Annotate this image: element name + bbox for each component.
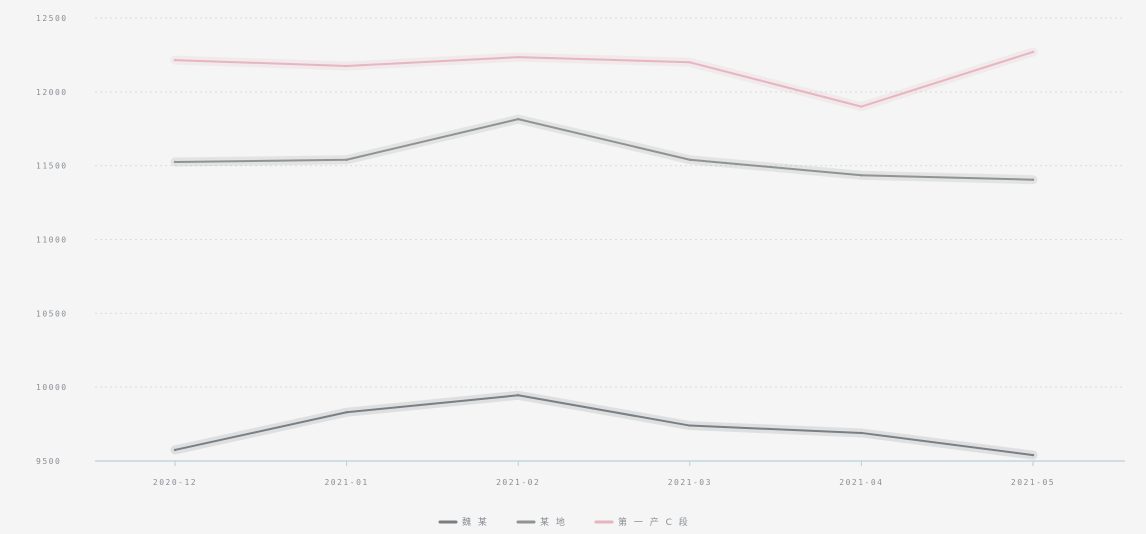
- data-point: [860, 105, 863, 108]
- data-point: [173, 160, 177, 164]
- legend-item[interactable]: 某 地: [516, 516, 567, 528]
- x-tick-label: 2021-01: [324, 478, 368, 487]
- y-tick-label: 11000: [36, 236, 68, 245]
- data-point: [688, 158, 691, 161]
- data-point: [173, 448, 177, 452]
- series-line-2: [174, 118, 1034, 181]
- data-point: [517, 117, 520, 121]
- y-tick-label: 10000: [36, 383, 68, 392]
- x-tick-label: 2021-05: [1011, 478, 1055, 487]
- legend-label: 某 地: [540, 516, 567, 528]
- data-point: [1031, 453, 1035, 457]
- y-tick-label: 9500: [36, 457, 61, 466]
- legend-item[interactable]: 魏 某: [438, 516, 489, 528]
- data-point: [517, 55, 520, 59]
- legend-label: 第 一 产 C 段: [618, 516, 690, 528]
- series-line-1: [174, 394, 1034, 457]
- data-point: [345, 64, 348, 68]
- grid-lines: [95, 17, 1125, 462]
- x-tick-label: 2020-12: [153, 478, 197, 487]
- y-tick-label: 12500: [36, 14, 68, 23]
- data-point: [688, 61, 691, 64]
- series-line-3: [174, 50, 1034, 108]
- y-tick-label: 10500: [36, 309, 68, 318]
- data-point: [860, 431, 863, 435]
- legend-item[interactable]: 第 一 产 C 段: [594, 516, 690, 528]
- data-point: [1031, 50, 1035, 54]
- x-axis: 2020-12 2021-01 2021-02 2021-03 2021-04 2021-…: [153, 461, 1055, 487]
- y-tick-label: 12000: [36, 88, 68, 97]
- series-group: [170, 47, 1038, 460]
- series-line-glow: [170, 114, 1038, 185]
- data-point: [517, 394, 520, 397]
- x-tick-label: 2021-02: [496, 478, 540, 487]
- series-line-glow: [170, 390, 1038, 460]
- data-point: [1031, 178, 1035, 181]
- x-tick-label: 2021-04: [839, 478, 883, 487]
- legend: 魏 某某 地第 一 产 C 段: [438, 516, 690, 528]
- legend-label: 魏 某: [462, 516, 489, 528]
- data-point: [345, 158, 348, 161]
- data-point: [860, 174, 863, 177]
- y-tick-label: 11500: [36, 162, 68, 171]
- data-point: [345, 411, 348, 414]
- data-point: [688, 424, 691, 427]
- y-axis: 9500 10000 10500 11000 11500 12000 12500: [36, 14, 68, 466]
- data-point: [173, 58, 177, 62]
- x-tick-label: 2021-03: [668, 478, 712, 487]
